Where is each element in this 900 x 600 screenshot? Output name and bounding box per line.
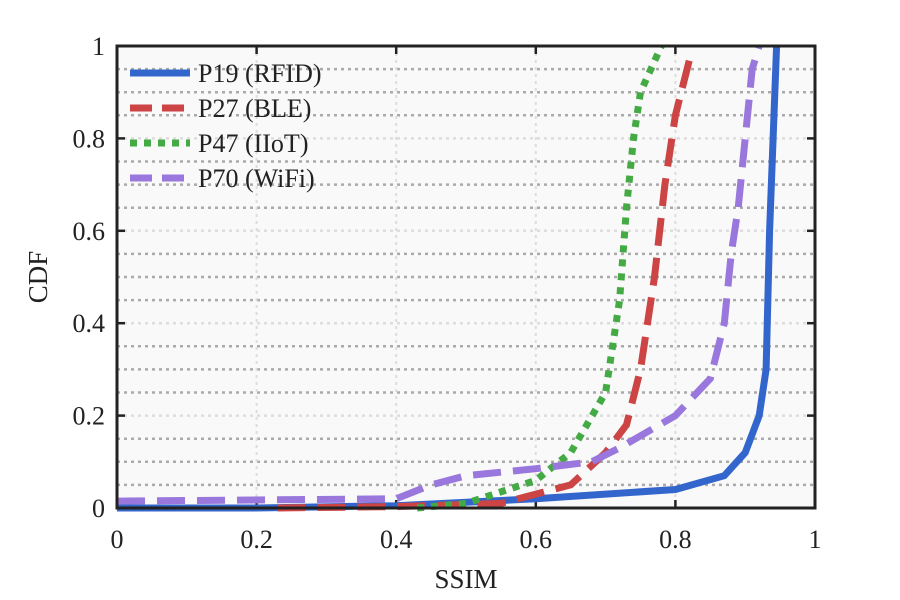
- y-tick-label: 0.8: [73, 124, 106, 153]
- y-tick-label: 0.2: [73, 402, 106, 431]
- x-tick-label: 0.2: [240, 525, 273, 554]
- y-axis-label: CDF: [23, 251, 53, 304]
- legend-label: P70 (WiFi): [198, 164, 315, 193]
- y-tick-label: 1: [92, 32, 105, 61]
- x-tick-label: 0.8: [659, 525, 692, 554]
- x-axis-label: SSIM: [434, 564, 497, 594]
- x-tick-label: 0.4: [380, 525, 413, 554]
- x-tick-label: 0: [111, 525, 124, 554]
- x-tick-label: 1: [809, 525, 822, 554]
- y-tick-label: 0: [92, 494, 105, 523]
- series-line-3: [116, 44, 763, 505]
- series-line-2: [416, 44, 665, 512]
- legend-label: P19 (RFID): [198, 59, 322, 88]
- legend-label: P27 (BLE): [198, 94, 311, 123]
- x-tick-label: 0.6: [520, 525, 553, 554]
- y-tick-label: 0.4: [73, 309, 106, 338]
- plot-frame: [115, 44, 817, 510]
- y-tick-label: 0.6: [73, 217, 106, 246]
- series-line-1: [277, 59, 693, 512]
- legend-label: P47 (IIoT): [198, 129, 308, 158]
